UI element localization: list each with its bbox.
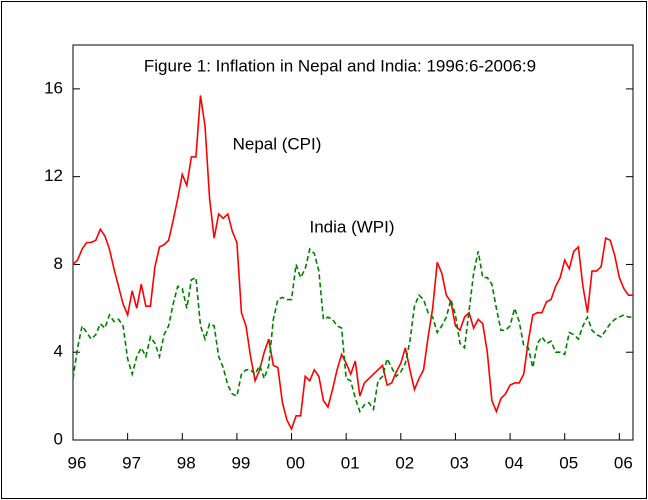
x-tick-label: 03	[450, 453, 469, 472]
y-tick-label: 16	[44, 78, 63, 97]
y-tick-label: 0	[54, 429, 63, 448]
x-tick-label: 02	[395, 453, 414, 472]
x-tick-label: 05	[559, 453, 578, 472]
x-tick-label: 96	[68, 453, 87, 472]
x-tick-label: 00	[286, 453, 305, 472]
series-line	[72, 95, 633, 432]
x-tick-label: 97	[122, 453, 141, 472]
y-tick-label: 12	[44, 166, 63, 185]
x-tick-label: 99	[231, 453, 250, 472]
plot-area	[72, 44, 634, 441]
chart-title: Figure 1: Inflation in Nepal and India: …	[144, 56, 536, 75]
x-tick-label: 01	[341, 453, 360, 472]
x-tick-label: 06	[614, 453, 633, 472]
y-tick-label: 4	[54, 342, 63, 361]
series-annotation: Nepal (CPI)	[233, 134, 322, 153]
x-tick-label: 04	[505, 453, 524, 472]
y-tick-label: 8	[54, 254, 63, 273]
x-tick-label: 98	[177, 453, 196, 472]
series-line	[72, 247, 633, 414]
series-annotation: India (WPI)	[309, 217, 394, 236]
